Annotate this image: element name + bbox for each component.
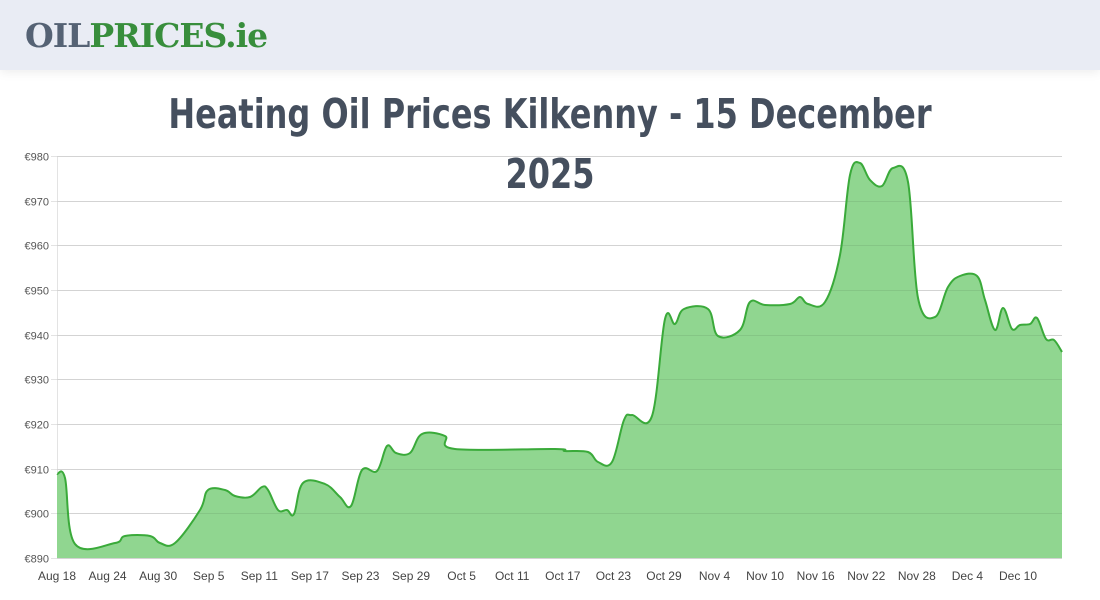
price-line	[56, 161, 1063, 551]
x-tick-label: Nov 4	[699, 569, 731, 583]
x-tick-label: Aug 30	[139, 569, 177, 583]
y-tick-label: €980	[25, 152, 49, 164]
x-tick-label: Sep 5	[193, 569, 225, 583]
x-tick-label: Aug 24	[89, 569, 127, 583]
x-tick-label: Oct 23	[596, 569, 632, 583]
y-tick-label: €920	[25, 420, 49, 432]
page-title: Heating Oil Prices Kilkenny - 15 Decembe…	[168, 90, 932, 198]
chart-gridlines-overlay	[57, 156, 1062, 559]
x-tick-label: Nov 28	[898, 569, 936, 583]
site-header: OILPRICES.ie	[0, 0, 1100, 70]
logo-text-prices: PRICES.ie	[89, 16, 268, 55]
y-tick-label: €900	[25, 509, 49, 521]
price-area-fill	[57, 162, 1062, 558]
x-axis: Aug 18 Aug 24 Aug 30 Sep 5 Sep 11 Sep 17 Sep 2…	[38, 569, 1037, 583]
x-tick-label: Sep 23	[341, 569, 379, 583]
x-tick-label: Oct 17	[545, 569, 581, 583]
x-tick-label: Dec 10	[999, 569, 1037, 583]
y-tick-label: €970	[25, 197, 49, 209]
x-tick-label: Nov 16	[797, 569, 835, 583]
y-tick-label: €930	[25, 375, 49, 387]
x-tick-label: Oct 5	[447, 569, 476, 583]
y-tick-label: €950	[25, 286, 49, 298]
site-logo[interactable]: OILPRICES.ie	[25, 14, 268, 58]
x-tick-label: Oct 29	[646, 569, 682, 583]
x-tick-label: Sep 11	[241, 569, 278, 583]
x-tick-label: Dec 4	[952, 569, 984, 583]
logo-text-oil: OIL	[25, 16, 90, 55]
y-tick-label: €910	[25, 465, 49, 477]
x-tick-label: Sep 29	[392, 569, 430, 583]
y-tick-label: €940	[25, 331, 49, 343]
x-tick-label: Nov 10	[746, 569, 784, 583]
y-tick-label: €890	[25, 554, 49, 566]
x-tick-label: Nov 22	[847, 569, 885, 583]
x-tick-label: Sep 17	[291, 569, 329, 583]
x-tick-label: Oct 11	[495, 569, 530, 583]
y-axis: €980 €970 €960 €950 €940 €930 €920 €910 €900 €890	[25, 152, 49, 566]
y-tick-label: €960	[25, 241, 49, 253]
x-tick-label: Aug 18	[38, 569, 76, 583]
